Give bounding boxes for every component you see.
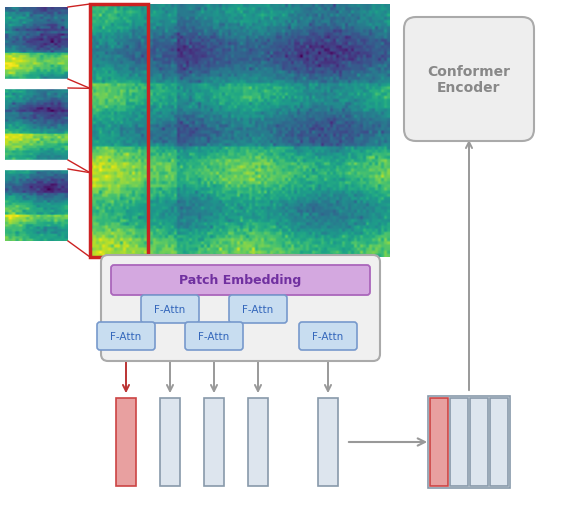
Text: F-Attn: F-Attn xyxy=(110,331,142,342)
Text: F-Attn: F-Attn xyxy=(312,331,344,342)
Bar xyxy=(450,398,468,486)
Bar xyxy=(428,396,510,488)
Bar xyxy=(116,398,136,486)
Bar xyxy=(204,398,224,486)
Text: Patch Embedding: Patch Embedding xyxy=(179,274,302,287)
FancyBboxPatch shape xyxy=(404,18,534,142)
FancyBboxPatch shape xyxy=(299,322,357,350)
Bar xyxy=(90,5,148,258)
Text: F-Attn: F-Attn xyxy=(198,331,230,342)
Text: Conformer
Encoder: Conformer Encoder xyxy=(427,65,511,95)
Text: F-Attn: F-Attn xyxy=(242,304,273,315)
FancyBboxPatch shape xyxy=(229,295,287,323)
Bar xyxy=(160,398,180,486)
Bar xyxy=(248,398,268,486)
FancyBboxPatch shape xyxy=(111,266,370,295)
FancyBboxPatch shape xyxy=(141,295,199,323)
Bar xyxy=(470,398,488,486)
FancyBboxPatch shape xyxy=(101,256,380,361)
Text: F-Attn: F-Attn xyxy=(155,304,186,315)
FancyBboxPatch shape xyxy=(185,322,243,350)
FancyBboxPatch shape xyxy=(97,322,155,350)
Bar xyxy=(490,398,508,486)
Bar xyxy=(318,398,338,486)
Bar xyxy=(430,398,448,486)
